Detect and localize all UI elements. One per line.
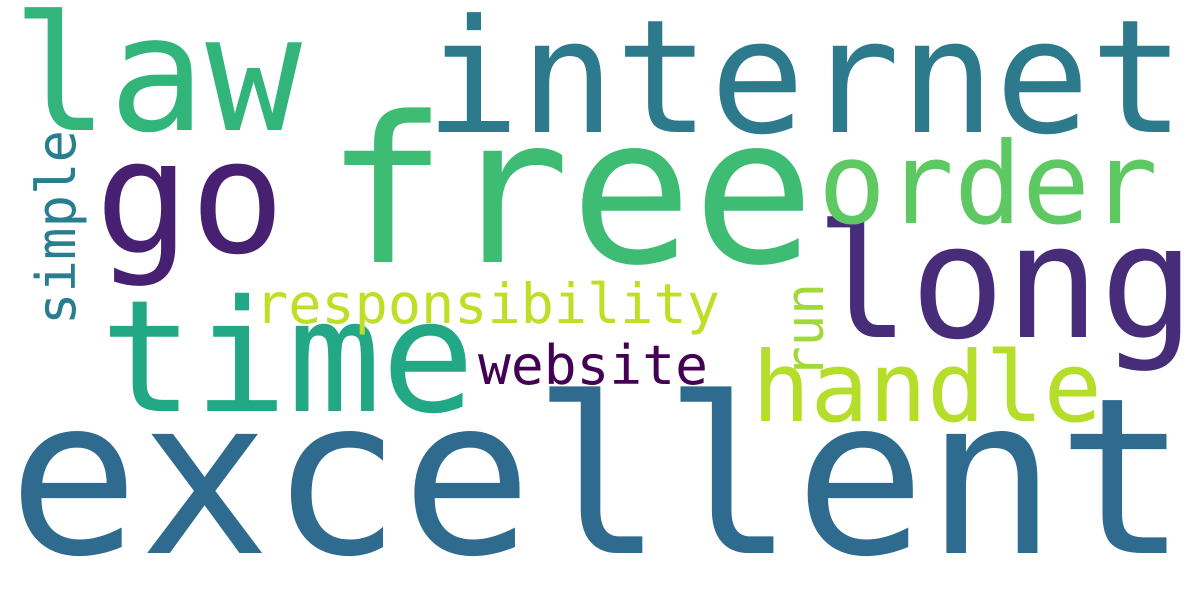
word-long: long — [815, 192, 1195, 375]
word-go: go — [95, 107, 285, 290]
word-internet: internet — [425, 0, 1185, 170]
word-free: free — [325, 73, 815, 310]
word-website: website — [478, 333, 708, 397]
word-excellent: excellent — [8, 352, 1188, 600]
word-order: order — [818, 118, 1158, 250]
word-run: run — [775, 283, 836, 378]
word-handle: handle — [752, 331, 1102, 444]
word-responsibility: responsibility — [255, 273, 720, 337]
word-law: law — [12, 0, 302, 168]
word-simple: simple — [25, 130, 88, 325]
word-time: time — [100, 266, 475, 448]
